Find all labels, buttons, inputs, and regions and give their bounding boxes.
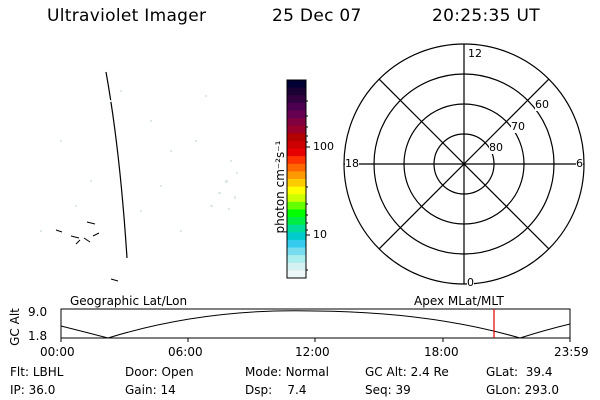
colorbar-cell <box>287 179 306 188</box>
instrument-title: Ultraviolet Imager <box>47 6 207 26</box>
colorbar-cell <box>287 148 306 157</box>
status-mode: Mode: Normal <box>245 365 329 379</box>
colorbar-cell <box>287 163 306 172</box>
status-gain: Gain: 14 <box>125 383 176 397</box>
altitude-tick-max: 9.0 <box>28 305 48 319</box>
colorbar-cell <box>287 102 306 111</box>
apex-coords-label: Apex MLat/MLT <box>414 294 504 308</box>
colorbar-tick-10: 10 <box>313 228 327 241</box>
colorbar-cell <box>287 118 306 127</box>
time-tick-06: 06:00 <box>168 345 203 359</box>
observation-time: 20:25:35 UT <box>432 6 540 26</box>
time-tick-18: 18:00 <box>424 345 459 359</box>
status-seq: Seq: 39 <box>365 383 411 397</box>
geographic-coords-label: Geographic Lat/Lon <box>70 294 188 308</box>
mlt-label-6: 6 <box>576 157 583 170</box>
mlt-label-18: 18 <box>345 157 359 170</box>
mlt-label-0: 0 <box>467 276 474 289</box>
colorbar-cell <box>287 95 306 104</box>
colorbar-cell <box>287 171 306 180</box>
colorbar-cell <box>287 255 306 264</box>
colorbar-cell <box>287 232 306 241</box>
colorbar-cell <box>287 209 306 218</box>
colorbar-cell <box>287 125 306 134</box>
colorbar-cell <box>287 87 306 96</box>
colorbar-cell <box>287 110 306 119</box>
colorbar-cell <box>287 201 306 210</box>
time-tick-12: 12:00 <box>295 345 330 359</box>
colorbar-cell <box>287 80 306 89</box>
colorbar-cell <box>287 217 306 226</box>
colorbar-cell <box>287 270 306 279</box>
lat-label-70: 70 <box>511 120 525 133</box>
status-filter: Flt: LBHL <box>10 365 64 379</box>
colorbar-unit-label: photon cm⁻²s⁻¹ <box>273 140 287 234</box>
colorbar-cell <box>287 262 306 271</box>
colorbar-cell <box>287 156 306 165</box>
status-dsp: Dsp: 7.4 <box>245 383 307 397</box>
colorbar-tick-100: 100 <box>313 140 334 153</box>
lat-label-80: 80 <box>489 141 503 154</box>
status-glon: GLon: 293.0 <box>486 383 559 397</box>
colorbar-cell <box>287 239 306 249</box>
colorbar-cell <box>287 247 306 256</box>
colorbar-cell <box>287 133 306 142</box>
lat-label-60: 60 <box>535 98 549 111</box>
altitude-axis-title: GC Alt <box>8 308 22 346</box>
mlt-label-12: 12 <box>468 47 482 60</box>
colorbar-cell <box>287 194 306 203</box>
status-glat: GLat: 39.4 <box>486 365 553 379</box>
time-tick-2359: 23:59 <box>554 345 589 359</box>
colorbar-cell <box>287 186 306 195</box>
status-ip: IP: 36.0 <box>10 383 56 397</box>
status-door: Door: Open <box>125 365 194 379</box>
colorbar-cell <box>287 140 306 150</box>
colorbar-cell <box>287 224 306 233</box>
observation-date: 25 Dec 07 <box>272 6 362 26</box>
time-tick-00: 00:00 <box>40 345 75 359</box>
altitude-tick-min: 1.8 <box>28 329 48 343</box>
status-gc-alt: GC Alt: 2.4 Re <box>365 365 449 379</box>
